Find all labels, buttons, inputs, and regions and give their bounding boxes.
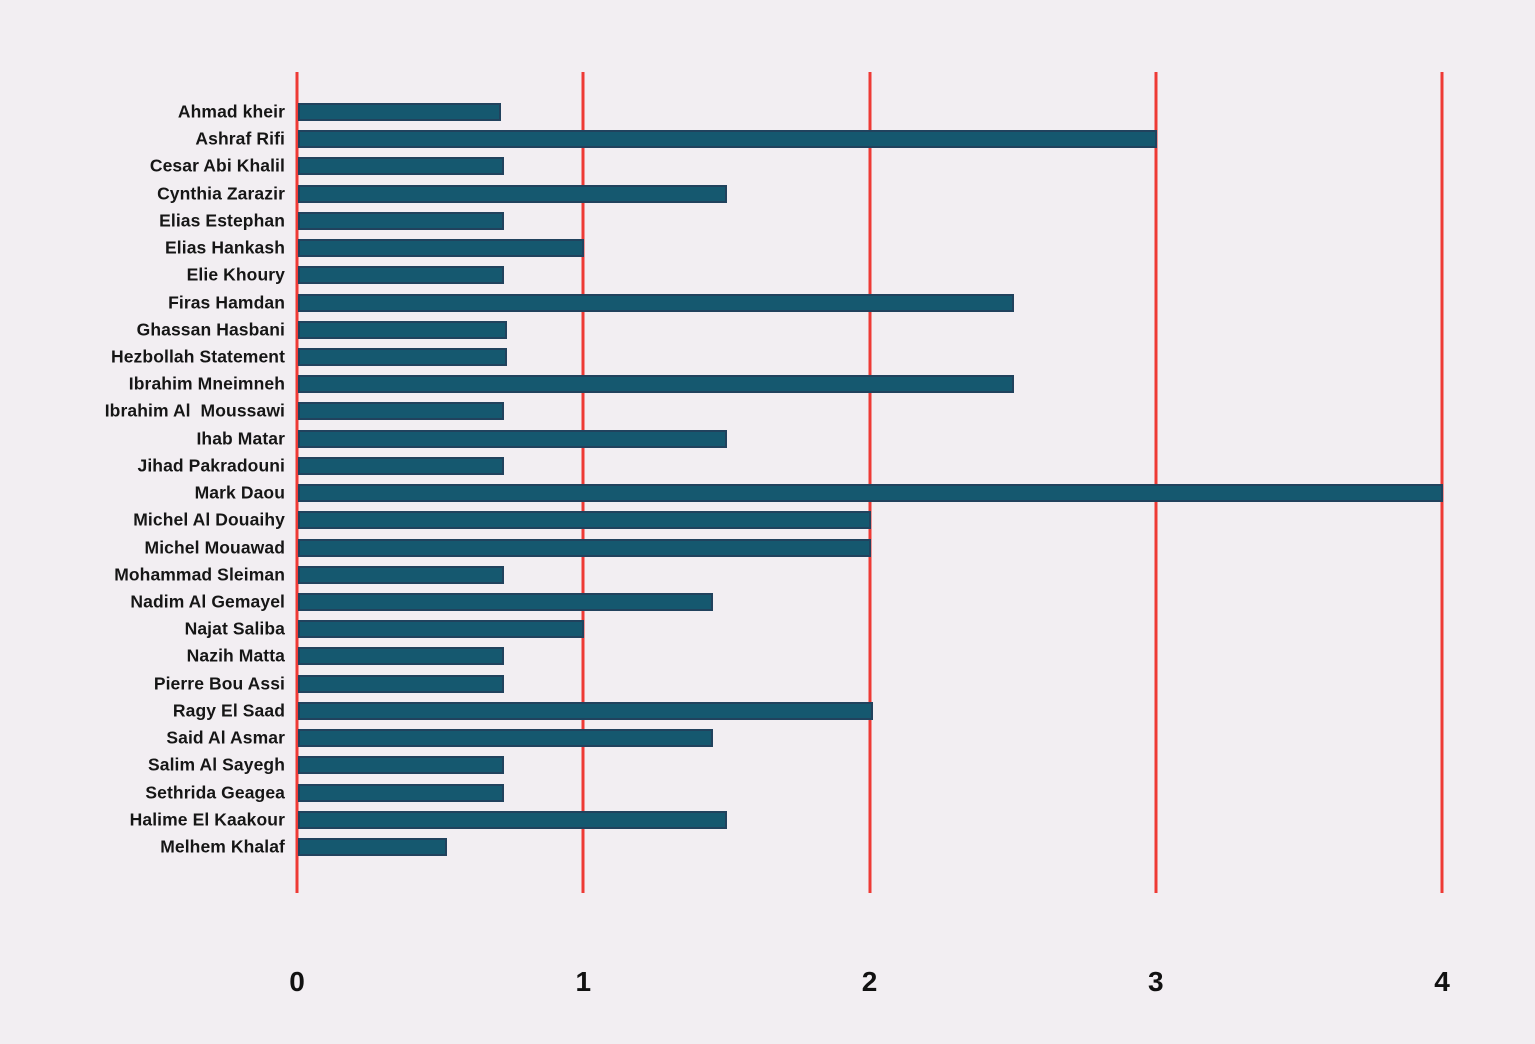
bar xyxy=(298,756,505,775)
bar xyxy=(298,429,728,448)
x-tick-label: 0 xyxy=(289,966,305,997)
category-label: Michel Al Douaihy xyxy=(133,509,285,530)
bar xyxy=(298,402,505,421)
category-label: Elias Estephan xyxy=(159,210,285,231)
bar xyxy=(298,103,502,121)
x-tick-label: 3 xyxy=(1147,966,1164,997)
category-label: Ghassan Hasbani xyxy=(136,319,285,340)
category-label: Firas Hamdan xyxy=(168,292,285,313)
bar xyxy=(298,211,505,230)
category-label: Hezbollah Statement xyxy=(110,346,285,367)
category-label: Said Al Asmar xyxy=(166,727,285,748)
bar xyxy=(298,647,505,666)
category-label: Ibrahim Al Moussawi xyxy=(104,400,285,421)
bar xyxy=(298,456,505,475)
bar xyxy=(298,620,585,639)
category-label: Halime El Kaakour xyxy=(129,809,285,830)
category-label: Ragy El Saad xyxy=(172,700,285,721)
bar xyxy=(298,484,1443,503)
gridline-x-4 xyxy=(1440,72,1444,893)
category-label: Nazih Matta xyxy=(186,645,285,666)
bar xyxy=(298,565,505,584)
bar xyxy=(298,674,505,693)
bar xyxy=(298,293,1014,312)
bar xyxy=(298,130,1157,149)
bar xyxy=(298,511,871,530)
bar xyxy=(298,592,714,611)
bar xyxy=(298,347,507,366)
category-label: Pierre Bou Assi xyxy=(153,673,285,694)
category-label: Elie Khoury xyxy=(186,264,285,285)
bar xyxy=(298,320,507,339)
bar xyxy=(298,810,728,829)
category-label: Mohammad Sleiman xyxy=(114,564,285,585)
category-label: Elias Hankash xyxy=(165,237,285,258)
bar xyxy=(298,837,447,856)
bar xyxy=(298,266,505,285)
category-label: Nadim Al Gemayel xyxy=(130,591,285,612)
bar xyxy=(298,701,874,720)
x-tick-label: 2 xyxy=(861,966,878,997)
bar xyxy=(298,783,505,802)
x-tick-label: 4 xyxy=(1434,966,1450,997)
category-label: Melhem Khalaf xyxy=(160,836,285,857)
bar xyxy=(298,184,728,203)
category-label: Ahmad kheir xyxy=(177,101,285,122)
category-label: Ibrahim Mneimneh xyxy=(128,373,285,394)
category-label: Ihab Matar xyxy=(196,428,285,449)
category-label: Michel Mouawad xyxy=(144,537,285,558)
gridline-x-2 xyxy=(868,72,871,893)
category-label: Najat Saliba xyxy=(184,618,285,639)
bar xyxy=(298,375,1014,394)
gridline-x-0 xyxy=(295,72,299,893)
bar xyxy=(298,239,585,258)
bar xyxy=(298,538,871,557)
category-label: Sethrida Geagea xyxy=(145,782,285,802)
category-label: Salim Al Sayegh xyxy=(147,754,285,775)
category-label: Ashraf Rifi xyxy=(195,128,285,149)
bar xyxy=(298,729,714,748)
bar xyxy=(298,157,505,176)
x-tick-label: 1 xyxy=(575,966,592,997)
category-label: Cynthia Zarazir xyxy=(157,183,285,204)
category-label: Mark Daou xyxy=(194,482,285,503)
gridline-x-3 xyxy=(1154,72,1158,893)
gridline-x-1 xyxy=(581,72,585,893)
category-label: Jihad Pakradouni xyxy=(137,455,285,476)
category-label: Cesar Abi Khalil xyxy=(149,155,285,176)
